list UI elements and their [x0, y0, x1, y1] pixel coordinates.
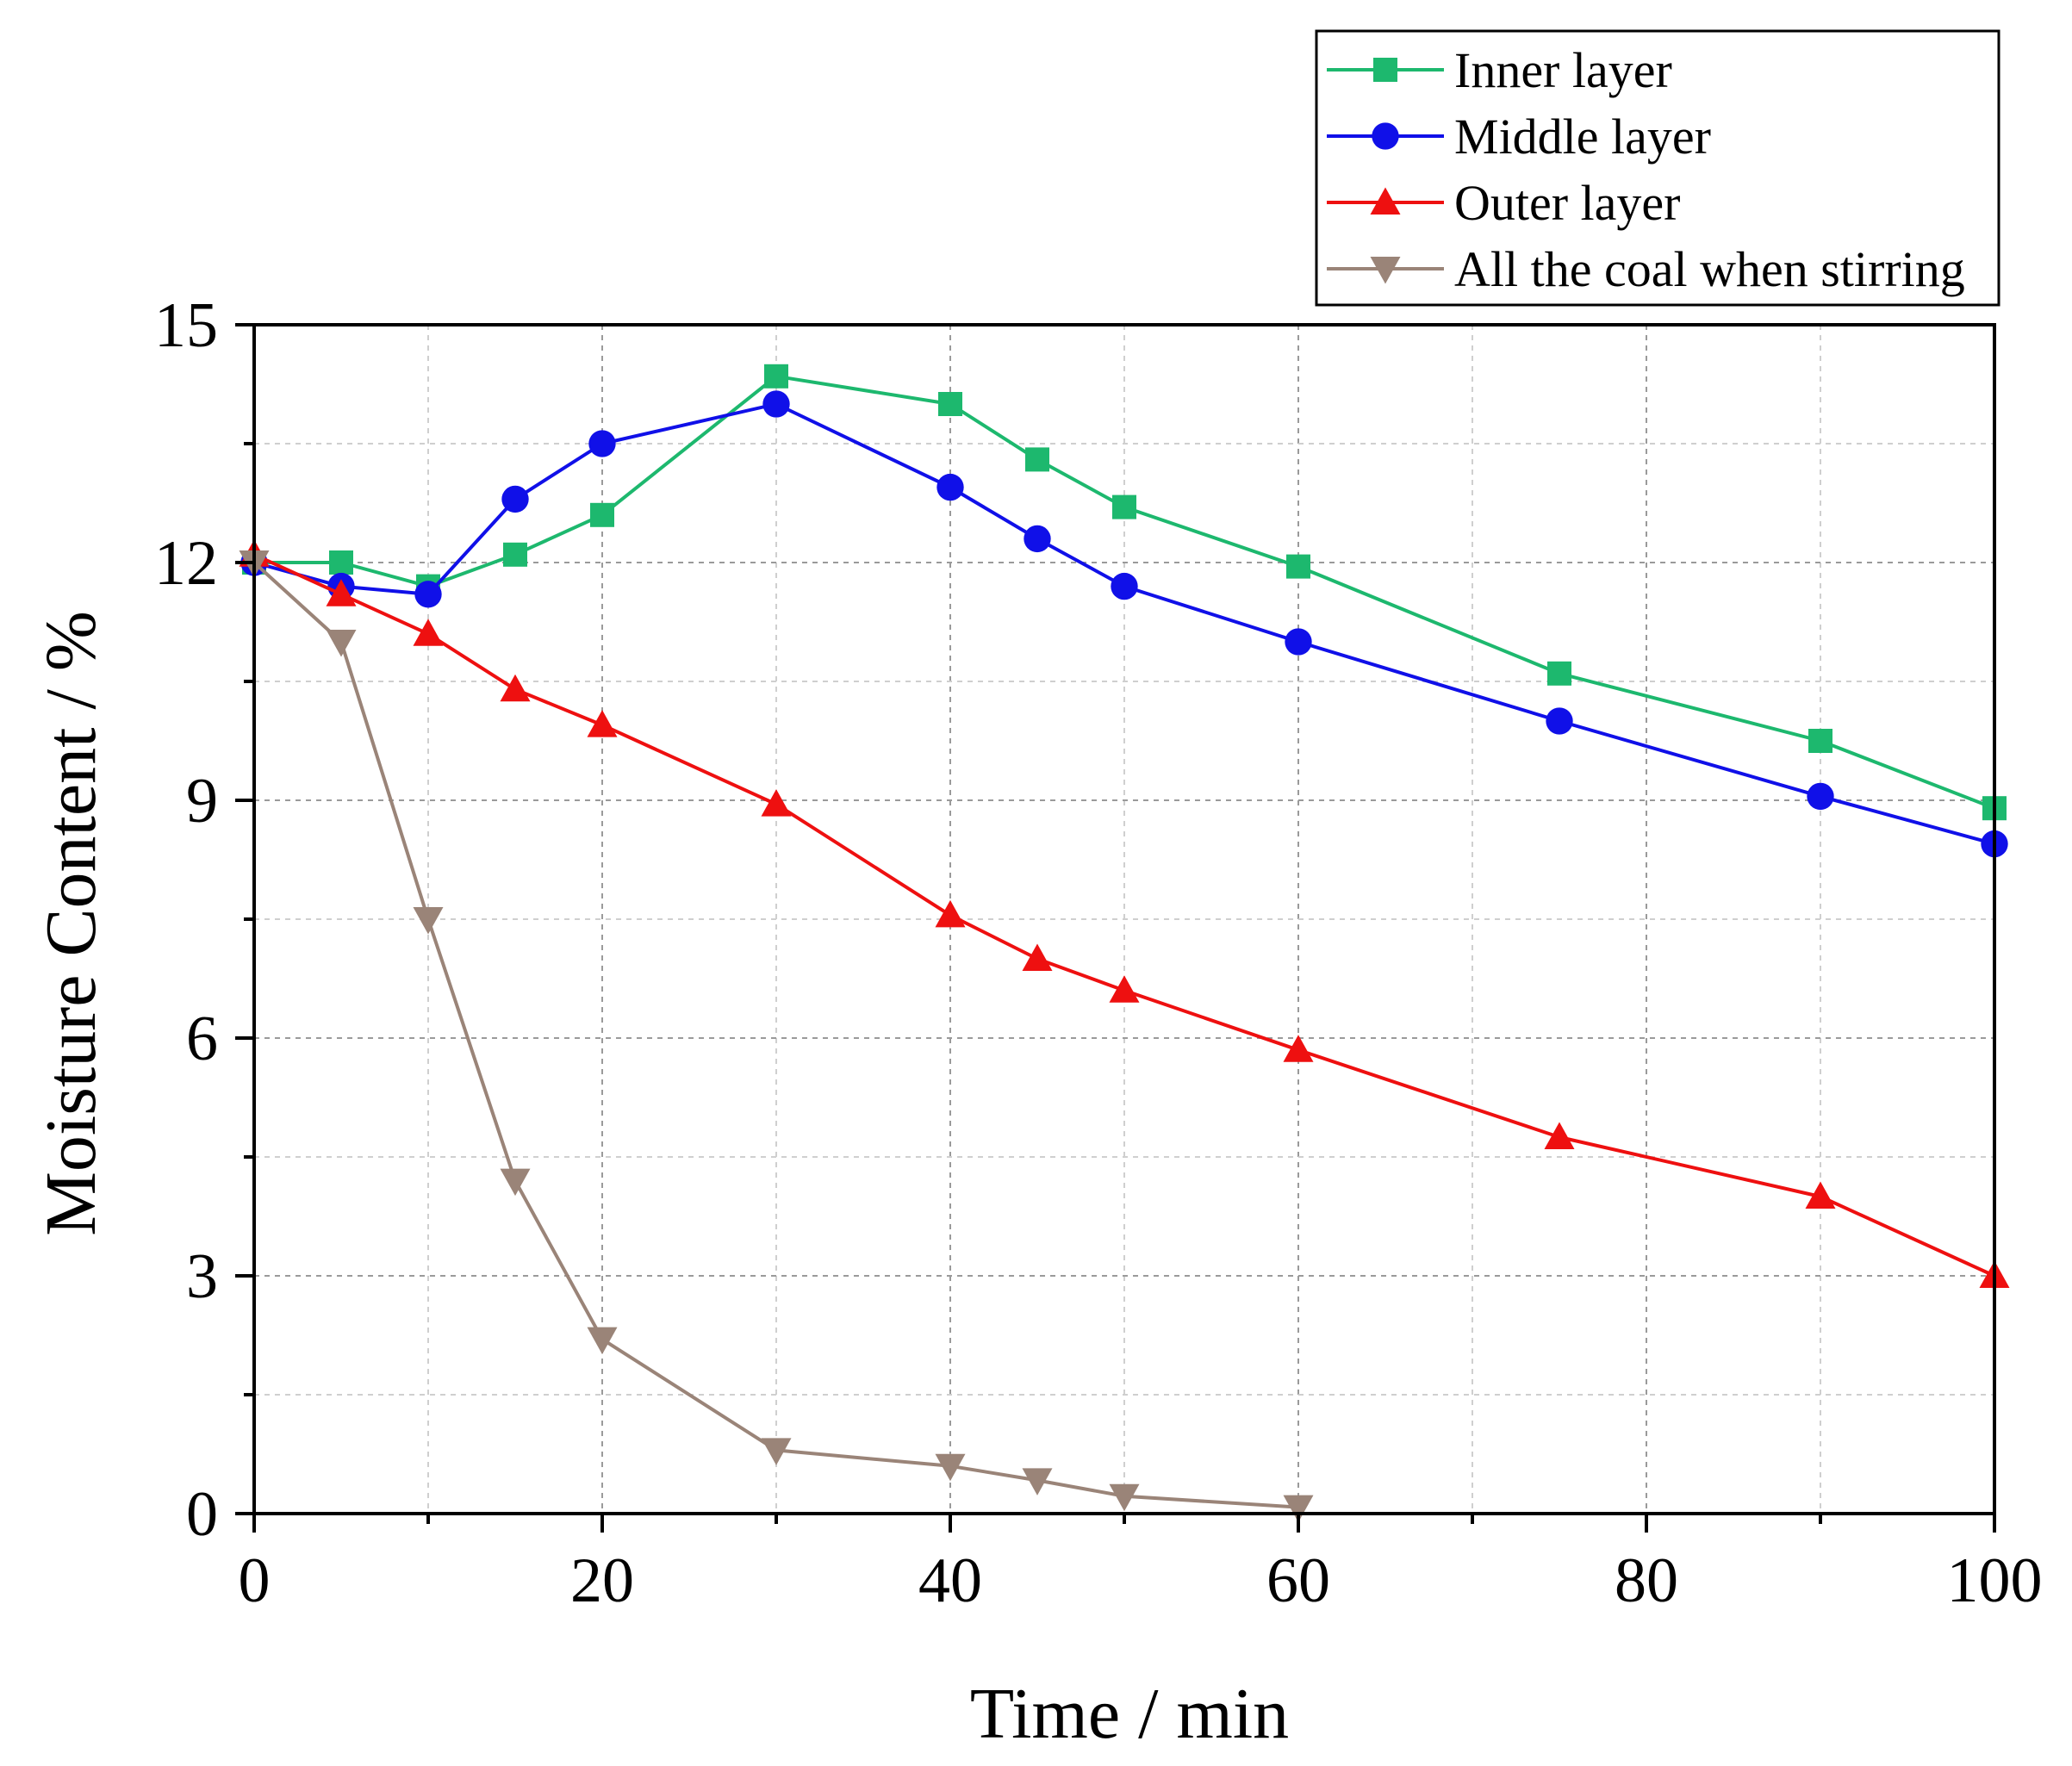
data-point-inner-layer	[938, 392, 962, 416]
data-point-middle-layer	[1024, 525, 1051, 553]
data-point-inner-layer	[1025, 447, 1049, 472]
y-tick-label: 0	[186, 1479, 218, 1550]
legend-swatch-marker	[1373, 58, 1397, 82]
data-point-outer-layer	[413, 619, 444, 646]
legend-item-all-the-coal-when-stirring: All the coal when stirring	[1327, 241, 1965, 297]
legend-item-outer-layer: Outer layer	[1327, 175, 1680, 231]
data-point-outer-layer	[935, 899, 966, 928]
data-point-outer-layer	[1283, 1035, 1314, 1062]
data-point-outer-layer	[500, 674, 531, 702]
legend-item-middle-layer: Middle layer	[1327, 109, 1711, 165]
x-axis-title: Time / min	[970, 1674, 1289, 1754]
y-tick-label: 12	[154, 528, 218, 599]
x-tick-label: 20	[570, 1545, 634, 1616]
data-point-all-the-coal-when-stirring	[935, 1453, 966, 1482]
data-point-outer-layer	[761, 789, 792, 817]
grid-lines	[254, 325, 1994, 1514]
data-point-inner-layer	[329, 550, 353, 575]
data-point-outer-layer	[1805, 1181, 1836, 1209]
legend-label: Inner layer	[1454, 42, 1672, 98]
data-point-middle-layer	[414, 581, 442, 608]
data-point-middle-layer	[1807, 782, 1834, 811]
y-tick-label: 6	[186, 1004, 218, 1074]
data-point-middle-layer	[501, 485, 529, 513]
legend-swatch-marker	[1370, 187, 1401, 215]
data-point-inner-layer	[1547, 661, 1571, 686]
legend-swatch-marker	[1372, 122, 1399, 150]
series-outer-layer	[239, 539, 2010, 1288]
data-point-inner-layer	[1286, 554, 1310, 579]
data-point-all-the-coal-when-stirring	[1283, 1495, 1314, 1523]
data-point-all-the-coal-when-stirring	[326, 630, 357, 657]
data-point-inner-layer	[1112, 494, 1136, 519]
x-tick-label: 100	[1947, 1545, 2043, 1616]
data-point-inner-layer	[1808, 729, 1832, 753]
x-tick-label: 0	[239, 1545, 271, 1616]
y-tick-label: 3	[186, 1241, 218, 1312]
data-point-outer-layer	[1544, 1122, 1575, 1149]
data-point-all-the-coal-when-stirring	[1022, 1468, 1053, 1496]
data-point-middle-layer	[1546, 707, 1573, 735]
series-layer	[239, 364, 2010, 1523]
y-tick-label: 15	[154, 290, 218, 361]
data-point-inner-layer	[764, 364, 788, 389]
data-point-outer-layer	[1022, 943, 1053, 971]
data-point-all-the-coal-when-stirring	[1109, 1483, 1140, 1512]
data-point-all-the-coal-when-stirring	[587, 1327, 618, 1355]
legend-swatch-marker	[1370, 257, 1401, 284]
axes	[235, 323, 1996, 1533]
legend-label: Outer layer	[1454, 175, 1680, 231]
legend-label: Middle layer	[1454, 109, 1711, 165]
legend: Inner layer Middle layer Outer layer All th…	[1315, 29, 2000, 307]
legend-label: All the coal when stirring	[1454, 241, 1965, 297]
data-point-outer-layer	[1109, 975, 1140, 1003]
y-axis-title: Moisture Content / %	[31, 611, 111, 1236]
series-all-the-coal-when-stirring	[239, 550, 1314, 1523]
x-tick-label: 80	[1615, 1545, 1678, 1616]
data-point-middle-layer	[1285, 628, 1312, 656]
data-point-all-the-coal-when-stirring	[413, 907, 444, 935]
data-point-inner-layer	[590, 502, 614, 527]
data-point-all-the-coal-when-stirring	[761, 1438, 792, 1465]
y-tick-label: 9	[186, 766, 218, 836]
data-point-middle-layer	[762, 390, 790, 418]
legend-item-inner-layer: Inner layer	[1327, 42, 1672, 98]
data-point-middle-layer	[1111, 572, 1138, 600]
tick-labels: 0 20 40 60 80 100 0 3 6 9 12 15	[154, 290, 2043, 1616]
x-tick-label: 40	[918, 1545, 982, 1616]
data-point-all-the-coal-when-stirring	[500, 1168, 531, 1197]
data-point-middle-layer	[588, 430, 616, 457]
x-tick-label: 60	[1266, 1545, 1330, 1616]
data-point-middle-layer	[936, 473, 964, 501]
series-line-all-the-coal-when-stirring	[252, 561, 1299, 1509]
data-point-outer-layer	[326, 579, 357, 606]
legend-box	[1315, 29, 2000, 307]
data-point-inner-layer	[503, 542, 527, 567]
data-point-outer-layer	[587, 710, 618, 737]
